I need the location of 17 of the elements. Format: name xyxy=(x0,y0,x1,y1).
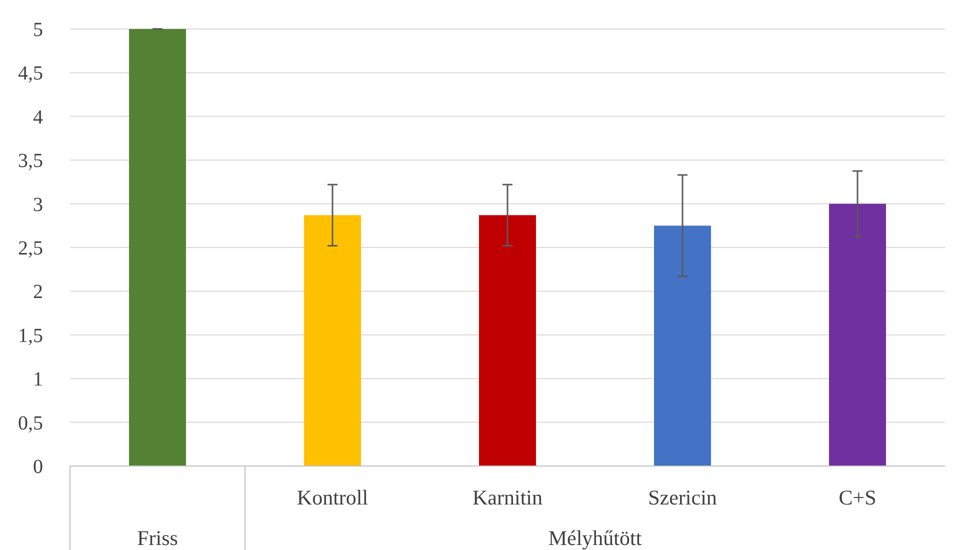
text: Friss xyxy=(137,526,178,550)
x-tick-label: Szericin xyxy=(648,485,718,510)
y-tick-label: 1 xyxy=(33,368,43,391)
y-tick-label: 5 xyxy=(33,19,43,41)
y-tick-label: 3,5 xyxy=(18,150,43,172)
x-tick-label: C+S xyxy=(838,485,876,510)
y-tick-label: 4,5 xyxy=(18,62,43,85)
text: Mélyhűtött xyxy=(548,526,642,550)
y-tick-label: 4 xyxy=(33,106,43,128)
x-tick-label: Kontroll xyxy=(296,485,368,510)
y-tick-label: 2 xyxy=(33,281,43,304)
y-tick-label: 0,5 xyxy=(18,412,43,434)
x-tick-label: Karnitin xyxy=(472,485,543,510)
y-tick-label: 1,5 xyxy=(18,324,43,347)
y-tick-label: 0 xyxy=(33,456,43,478)
y-tick-label: 3 xyxy=(33,194,43,216)
y-tick-label: 2,5 xyxy=(18,238,43,260)
